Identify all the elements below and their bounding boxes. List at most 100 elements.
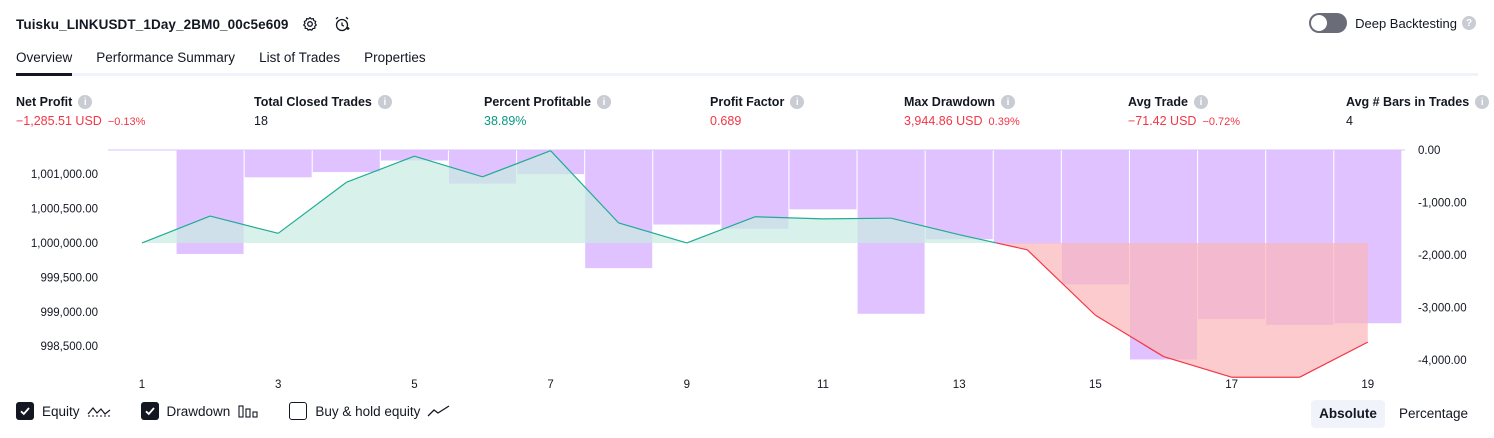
equity-line-segment	[618, 222, 687, 244]
metric-total-closed-trades: Total Closed Trades i 18	[254, 94, 392, 130]
legend-label: Buy & hold equity	[315, 403, 421, 419]
equity-line-segment	[890, 217, 960, 236]
equity-line-segment	[346, 155, 415, 183]
legend-label: Drawdown	[166, 403, 231, 419]
equity-negative-area	[996, 242, 1368, 378]
x-axis-tick-label: 1	[139, 379, 145, 391]
buy-hold-line-icon	[427, 404, 451, 418]
metric-value: 3,944.86 USD	[904, 114, 983, 128]
metric-percent: 0.39%	[988, 116, 1020, 128]
chart-scale-modes: Absolute Percentage	[1305, 400, 1476, 428]
equity-drawdown-chart[interactable]: 1,001,000.00 1,000,500.00 1,000,000.00 999,…	[0, 140, 1494, 398]
help-icon[interactable]: ?	[1462, 16, 1476, 30]
legend-buy-hold[interactable]: Buy & hold equity	[289, 402, 451, 420]
metric-label: Avg # Bars in Trades	[1346, 95, 1470, 109]
left-axis-tick-label: 999,000.00	[40, 307, 98, 319]
x-axis-tick-label: 13	[953, 379, 966, 391]
metric-label: Percent Profitable	[484, 95, 591, 109]
drawdown-bar	[244, 150, 312, 178]
equity-line-segment	[754, 216, 824, 220]
mode-percentage[interactable]: Percentage	[1398, 406, 1468, 421]
drawdown-bar	[653, 150, 721, 225]
metric-value: 4	[1346, 114, 1353, 128]
x-axis-tick-label: 7	[547, 379, 553, 391]
toggle-knob	[1311, 15, 1328, 31]
metric-profit-factor: Profit Factor i 0.689	[710, 94, 805, 130]
checkbox-checked-icon[interactable]	[16, 402, 34, 420]
equity-line-segment	[822, 217, 892, 220]
metric-avg-bars: Avg # Bars in Trades i 4	[1346, 94, 1490, 130]
left-axis-tick-label: 998,500.00	[40, 341, 98, 353]
alert-clock-icon[interactable]	[331, 13, 353, 35]
info-icon[interactable]: i	[596, 95, 611, 109]
checkbox-unchecked-icon[interactable]	[289, 402, 308, 420]
right-axis-tick-label: 0.00	[1418, 145, 1440, 157]
equity-line-segment	[141, 215, 211, 244]
deep-backtesting: Deep Backtesting ?	[1309, 13, 1476, 33]
tab-properties[interactable]: Properties	[364, 50, 426, 65]
metric-value: 0.689	[710, 114, 742, 128]
metric-label: Avg Trade	[1128, 95, 1188, 109]
settings-icon[interactable]	[299, 13, 321, 35]
drawdown-bar	[993, 150, 1061, 244]
mode-absolute[interactable]: Absolute	[1311, 400, 1385, 428]
metric-value: 18	[254, 114, 268, 128]
tab-overview[interactable]: Overview	[16, 46, 73, 76]
checkbox-checked-icon[interactable]	[140, 402, 159, 420]
equity-line-segment	[209, 215, 279, 234]
drawdown-bar	[312, 150, 380, 173]
x-axis-tick-label: 19	[1361, 379, 1374, 391]
drawdown-bars-icon	[237, 404, 259, 418]
drawdown-bar	[380, 150, 448, 161]
equity-line-segment	[996, 242, 1028, 251]
deep-backtesting-toggle[interactable]	[1309, 13, 1348, 33]
metric-percent-profitable: Percent Profitable i 38.89%	[484, 94, 611, 130]
equity-line-segment	[1026, 249, 1096, 316]
drawdown-bar	[925, 150, 993, 240]
equity-positive-area	[142, 150, 997, 243]
info-icon[interactable]: i	[790, 95, 805, 109]
metric-percent: −0.13%	[107, 116, 146, 128]
info-icon[interactable]: i	[1001, 95, 1015, 109]
info-icon[interactable]: i	[78, 95, 93, 109]
metric-value: 38.89%	[484, 114, 527, 128]
equity-line-segment	[550, 150, 620, 224]
right-axis-tick-label: -3,000.00	[1418, 303, 1467, 315]
right-axis-tick-label: -1,000.00	[1418, 198, 1467, 210]
info-icon[interactable]: i	[377, 95, 392, 109]
equity-line-segment	[1299, 341, 1369, 378]
equity-line-segment	[414, 155, 483, 178]
deep-backtesting-label: Deep Backtesting	[1355, 15, 1457, 31]
drawdown-bar	[789, 150, 857, 210]
tab-list-of-trades[interactable]: List of Trades	[259, 50, 341, 65]
metric-avg-trade: Avg Trade i −71.42 USD −0.72%	[1128, 94, 1240, 130]
x-axis-tick-label: 11	[817, 379, 829, 391]
metric-net-profit: Net Profit i −1,285.51 USD −0.13%	[16, 94, 145, 130]
info-icon[interactable]: i	[1193, 95, 1208, 109]
report-tabs: Overview Performance Summary List of Tra…	[16, 46, 1478, 76]
tab-performance-summary[interactable]: Performance Summary	[96, 50, 236, 65]
info-icon[interactable]: i	[1475, 95, 1490, 109]
legend-label: Equity	[42, 403, 80, 419]
left-axis-tick-label: 1,001,000.00	[31, 169, 98, 181]
legend-drawdown[interactable]: Drawdown	[140, 402, 260, 420]
right-axis-tick-label: -2,000.00	[1418, 250, 1467, 262]
x-axis-tick-label: 5	[411, 379, 417, 391]
equity-line-icon	[87, 404, 111, 418]
equity-line-segment	[277, 181, 347, 234]
metric-max-drawdown: Max Drawdown i 3,944.86 USD 0.39%	[904, 94, 1020, 130]
x-axis-tick-label: 15	[1089, 379, 1102, 391]
strategy-title: Tuisku_LINKUSDT_1Day_2BM0_00c5e609	[16, 16, 289, 32]
left-axis-tick-label: 999,500.00	[40, 272, 98, 284]
drawdown-bar	[721, 150, 789, 229]
equity-line-segment	[959, 234, 997, 244]
equity-line-segment	[686, 216, 756, 244]
legend-equity[interactable]: Equity	[16, 402, 111, 420]
metric-label: Total Closed Trades	[254, 95, 372, 109]
left-axis-tick-label: 1,000,500.00	[31, 204, 98, 216]
equity-line-segment	[1163, 355, 1232, 378]
chart-legend: Equity Drawdown Buy & hold equity	[16, 402, 481, 420]
metric-label: Profit Factor	[710, 95, 785, 109]
right-axis-tick-label: -4,000.00	[1418, 355, 1467, 367]
metric-value: −71.42 USD	[1128, 114, 1197, 128]
